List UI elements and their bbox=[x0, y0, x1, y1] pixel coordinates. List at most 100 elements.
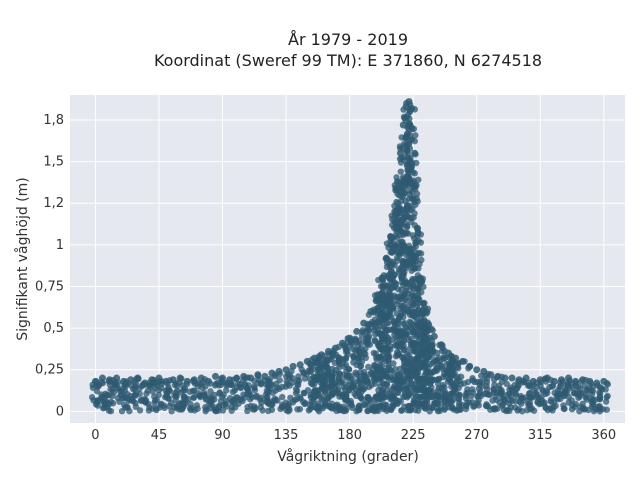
data-point bbox=[331, 344, 339, 352]
scatter-cloud-dot bbox=[342, 394, 350, 401]
scatter-cloud-dot bbox=[358, 346, 366, 354]
scatter-cloud-dot bbox=[451, 369, 458, 377]
scatter-cloud-dot bbox=[398, 378, 406, 385]
data-point bbox=[233, 374, 241, 382]
scatter-cloud-dot bbox=[153, 382, 161, 389]
scatter-cloud-dot bbox=[483, 390, 490, 397]
scatter-cloud-dot bbox=[471, 402, 478, 410]
data-point bbox=[416, 274, 424, 282]
scatter-cloud-dot bbox=[483, 382, 490, 390]
chart-subtitle: Koordinat (Sweref 99 TM): E 371860, N 62… bbox=[154, 51, 542, 70]
data-point bbox=[473, 366, 481, 374]
scatter-cloud-dot bbox=[314, 360, 321, 367]
scatter-cloud-dot bbox=[407, 166, 414, 173]
scatter-cloud-dot bbox=[414, 291, 422, 299]
scatter-cloud-dot bbox=[103, 391, 111, 399]
scatter-cloud-dot bbox=[155, 391, 162, 399]
scatter-cloud-dot bbox=[293, 387, 301, 395]
scatter-cloud-dot bbox=[258, 399, 265, 406]
scatter-cloud-dot bbox=[409, 178, 416, 186]
data-point bbox=[508, 374, 516, 382]
scatter-cloud-dot bbox=[413, 284, 421, 292]
scatter-cloud-dot bbox=[372, 380, 379, 387]
data-point bbox=[437, 341, 445, 349]
data-point bbox=[480, 367, 488, 375]
scatter-cloud-dot bbox=[582, 394, 590, 401]
y-tick-label: 1 bbox=[56, 238, 64, 253]
data-point bbox=[579, 376, 587, 384]
data-point bbox=[452, 354, 460, 362]
data-point bbox=[148, 376, 156, 384]
data-point bbox=[183, 377, 191, 385]
scatter-cloud-dot bbox=[359, 396, 366, 403]
scatter-cloud-dot bbox=[294, 377, 301, 384]
scatter-cloud-dot bbox=[547, 398, 555, 405]
scatter-cloud-dot bbox=[388, 394, 395, 402]
scatter-cloud-dot bbox=[223, 403, 230, 410]
scatter-cloud-dot bbox=[352, 339, 359, 346]
scatter-cloud-dot bbox=[190, 393, 198, 401]
scatter-cloud-dot bbox=[321, 385, 329, 393]
scatter-cloud-dot bbox=[572, 400, 579, 408]
scatter-cloud-dot bbox=[165, 386, 173, 394]
data-point bbox=[261, 372, 269, 380]
scatter-cloud-dot bbox=[503, 380, 510, 388]
scatter-cloud-dot bbox=[89, 384, 97, 391]
scatter-cloud-dot bbox=[334, 389, 341, 397]
scatter-cloud-dot bbox=[307, 405, 314, 413]
scatter-cloud-dot bbox=[245, 390, 252, 397]
scatter-cloud-dot bbox=[507, 396, 514, 404]
y-tick-label: 1,2 bbox=[43, 196, 64, 211]
scatter-cloud-dot bbox=[554, 396, 561, 403]
data-point bbox=[162, 377, 170, 385]
data-point bbox=[396, 149, 404, 157]
scatter-cloud-dot bbox=[90, 397, 97, 404]
scatter-cloud-dot bbox=[565, 393, 572, 401]
scatter-cloud-dot bbox=[406, 115, 413, 122]
data-point bbox=[190, 376, 198, 384]
scatter-cloud-dot bbox=[436, 357, 444, 365]
scatter-cloud-dot bbox=[404, 208, 411, 215]
scatter-cloud-dot bbox=[296, 393, 304, 401]
scatter-cloud-dot bbox=[443, 392, 450, 399]
data-point bbox=[420, 304, 428, 312]
scatter-cloud-dot bbox=[513, 385, 521, 392]
data-point bbox=[367, 307, 375, 315]
scatter-cloud-dot bbox=[419, 345, 426, 352]
scatter-cloud-dot bbox=[200, 389, 208, 396]
scatter-cloud-dot bbox=[512, 390, 519, 397]
scatter-cloud-dot bbox=[426, 408, 433, 415]
scatter-cloud-dot bbox=[251, 403, 258, 410]
scatter-cloud-dot bbox=[364, 394, 371, 401]
data-point bbox=[565, 374, 573, 382]
data-point bbox=[387, 233, 395, 241]
scatter-cloud-dot bbox=[206, 400, 213, 407]
scatter-cloud-dot bbox=[307, 364, 314, 372]
scatter-cloud-dot bbox=[211, 396, 218, 403]
y-tick-label: 1,5 bbox=[43, 155, 64, 170]
data-point bbox=[120, 377, 128, 385]
scatter-cloud-dot bbox=[363, 333, 371, 340]
scatter-cloud-dot bbox=[404, 150, 411, 157]
scatter-cloud-dot bbox=[278, 383, 286, 391]
data-point bbox=[91, 377, 99, 385]
scatter-cloud-dot bbox=[329, 391, 336, 398]
scatter-cloud-dot bbox=[408, 305, 415, 313]
scatter-cloud-dot bbox=[182, 396, 189, 404]
data-point bbox=[487, 371, 495, 379]
scatter-cloud-dot bbox=[343, 346, 350, 354]
scatter-cloud-dot bbox=[400, 272, 407, 279]
scatter-cloud-dot bbox=[404, 259, 412, 266]
scatter-cloud-dot bbox=[407, 373, 415, 380]
scatter-cloud-dot bbox=[315, 408, 323, 415]
data-point bbox=[176, 374, 184, 382]
data-point bbox=[600, 377, 608, 385]
scatter-cloud-dot bbox=[402, 331, 409, 338]
scatter-cloud-dot bbox=[541, 399, 548, 406]
data-point bbox=[394, 178, 402, 186]
scatter-cloud-dot bbox=[410, 214, 417, 221]
scatter-cloud-dot bbox=[255, 379, 262, 387]
scatter-cloud-dot bbox=[404, 403, 412, 410]
scatter-cloud-dot bbox=[441, 383, 448, 391]
data-point bbox=[247, 374, 255, 382]
